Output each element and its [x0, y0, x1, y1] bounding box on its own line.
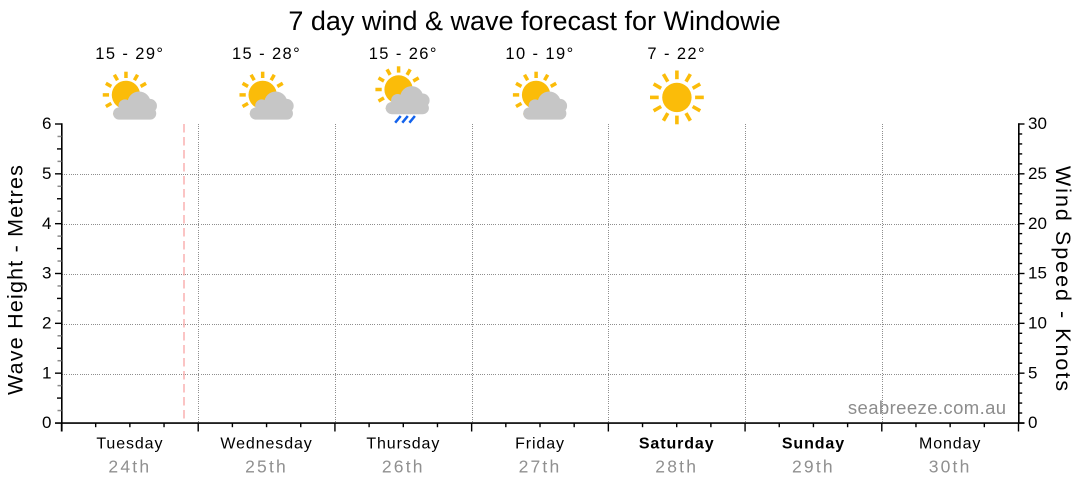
svg-text:Wednesday: Wednesday	[220, 436, 312, 453]
svg-text:30: 30	[1028, 114, 1047, 133]
svg-text:15 - 26°: 15 - 26°	[369, 45, 438, 63]
svg-text:Wind Speed - Knots: Wind Speed - Knots	[1051, 166, 1075, 393]
svg-text:24th: 24th	[108, 457, 151, 477]
svg-text:4: 4	[42, 214, 51, 233]
svg-text:3: 3	[42, 264, 51, 283]
svg-text:Wave Height - Metres: Wave Height - Metres	[4, 164, 28, 395]
svg-text:Monday: Monday	[919, 436, 981, 453]
svg-text:30th: 30th	[929, 457, 972, 477]
svg-text:10 - 19°: 10 - 19°	[505, 45, 574, 63]
svg-text:Friday: Friday	[515, 436, 565, 453]
svg-text:Thursday: Thursday	[366, 436, 440, 453]
svg-text:Tuesday: Tuesday	[96, 436, 163, 453]
svg-text:0: 0	[42, 413, 51, 432]
svg-text:29th: 29th	[792, 457, 835, 477]
svg-text:20: 20	[1028, 214, 1047, 233]
svg-text:6: 6	[42, 114, 51, 133]
svg-text:25th: 25th	[245, 457, 288, 477]
svg-text:10: 10	[1028, 314, 1047, 333]
svg-text:2: 2	[42, 314, 51, 333]
svg-text:15: 15	[1028, 264, 1047, 283]
svg-text:5: 5	[42, 164, 51, 183]
svg-text:26th: 26th	[382, 457, 425, 477]
svg-text:27th: 27th	[519, 457, 562, 477]
svg-text:7 day wind & wave forecast for: 7 day wind & wave forecast for Windowie	[288, 6, 780, 36]
svg-text:15 - 29°: 15 - 29°	[95, 45, 164, 63]
svg-text:25: 25	[1028, 164, 1047, 183]
svg-text:Sunday: Sunday	[782, 436, 845, 453]
svg-text:1: 1	[42, 363, 51, 382]
svg-text:5: 5	[1028, 363, 1037, 382]
svg-text:15 - 28°: 15 - 28°	[232, 45, 301, 63]
svg-text:seabreeze.com.au: seabreeze.com.au	[848, 397, 1007, 418]
svg-text:7 - 22°: 7 - 22°	[647, 45, 706, 63]
svg-text:0: 0	[1028, 413, 1037, 432]
svg-text:Saturday: Saturday	[639, 436, 715, 453]
svg-text:28th: 28th	[655, 457, 698, 477]
